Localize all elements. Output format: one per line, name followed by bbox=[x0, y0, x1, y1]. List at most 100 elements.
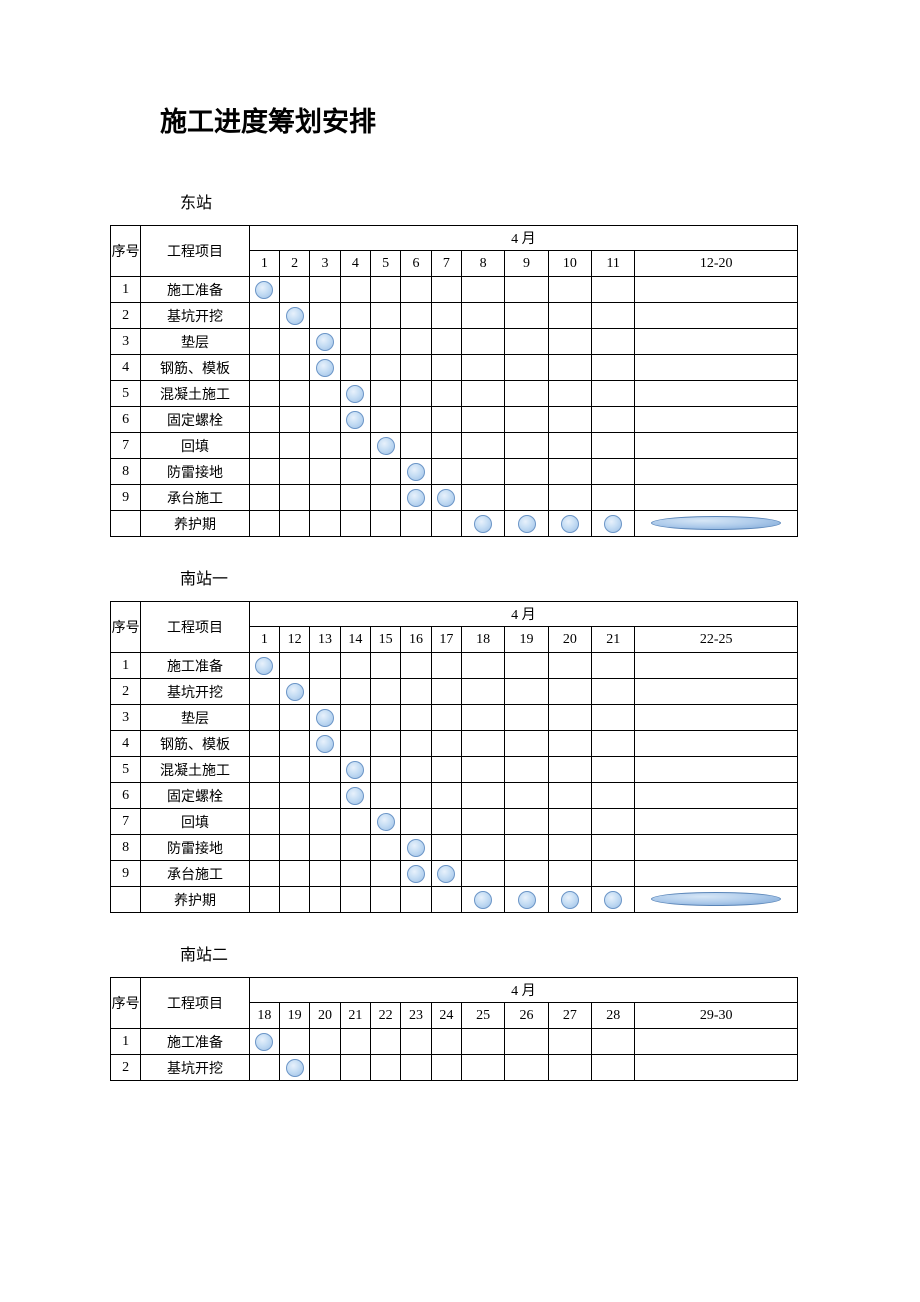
cell-project: 承台施工 bbox=[141, 485, 249, 511]
table-row: 养护期 bbox=[111, 511, 798, 537]
cell-day bbox=[310, 705, 340, 731]
cell-day bbox=[280, 329, 310, 355]
cell-day bbox=[340, 653, 370, 679]
header-day: 2 bbox=[280, 251, 310, 277]
cell-day bbox=[592, 277, 635, 303]
gantt-dot-icon bbox=[346, 787, 364, 805]
header-day: 17 bbox=[431, 627, 461, 653]
cell-day bbox=[635, 485, 798, 511]
header-month: 4 月 bbox=[249, 978, 797, 1003]
cell-day bbox=[461, 679, 504, 705]
cell-day bbox=[371, 407, 401, 433]
cell-day bbox=[431, 277, 461, 303]
table-row: 5混凝土施工 bbox=[111, 757, 798, 783]
cell-day bbox=[340, 407, 370, 433]
cell-day bbox=[548, 277, 591, 303]
cell-day bbox=[371, 433, 401, 459]
cell-day bbox=[280, 887, 310, 913]
cell-day bbox=[635, 757, 798, 783]
header-month: 4 月 bbox=[249, 602, 797, 627]
cell-project: 基坑开挖 bbox=[141, 1055, 249, 1081]
header-day: 22-25 bbox=[635, 627, 798, 653]
cell-day bbox=[431, 381, 461, 407]
cell-seq: 7 bbox=[111, 433, 141, 459]
cell-day bbox=[635, 459, 798, 485]
gantt-dot-icon bbox=[437, 865, 455, 883]
section-label: 东站 bbox=[180, 189, 810, 213]
cell-day bbox=[340, 303, 370, 329]
cell-day bbox=[249, 783, 279, 809]
header-project: 工程项目 bbox=[141, 226, 249, 277]
cell-seq: 6 bbox=[111, 783, 141, 809]
cell-project: 固定螺栓 bbox=[141, 783, 249, 809]
cell-day bbox=[505, 783, 548, 809]
cell-day bbox=[592, 861, 635, 887]
gantt-dot-icon bbox=[518, 891, 536, 909]
cell-project: 钢筋、模板 bbox=[141, 731, 249, 757]
gantt-dot-icon bbox=[286, 1059, 304, 1077]
cell-day bbox=[635, 511, 798, 537]
header-day: 15 bbox=[371, 627, 401, 653]
table-row: 1施工准备 bbox=[111, 1029, 798, 1055]
cell-day bbox=[635, 277, 798, 303]
cell-day bbox=[592, 355, 635, 381]
cell-day bbox=[249, 433, 279, 459]
cell-day bbox=[310, 459, 340, 485]
cell-day bbox=[461, 731, 504, 757]
cell-day bbox=[371, 705, 401, 731]
cell-day bbox=[461, 783, 504, 809]
cell-day bbox=[431, 653, 461, 679]
table-row: 7回填 bbox=[111, 809, 798, 835]
header-day: 27 bbox=[548, 1003, 591, 1029]
header-day: 12-20 bbox=[635, 251, 798, 277]
cell-day bbox=[461, 835, 504, 861]
cell-day bbox=[592, 511, 635, 537]
header-day: 9 bbox=[505, 251, 548, 277]
header-day: 18 bbox=[249, 1003, 279, 1029]
cell-day bbox=[592, 1029, 635, 1055]
header-day: 18 bbox=[461, 627, 504, 653]
cell-day bbox=[505, 861, 548, 887]
gantt-dot-icon bbox=[474, 891, 492, 909]
cell-day bbox=[401, 887, 431, 913]
cell-day bbox=[461, 705, 504, 731]
table-row: 3垫层 bbox=[111, 705, 798, 731]
header-day: 12 bbox=[280, 627, 310, 653]
cell-project: 基坑开挖 bbox=[141, 679, 249, 705]
cell-day bbox=[310, 679, 340, 705]
cell-day bbox=[310, 1029, 340, 1055]
cell-day bbox=[249, 1029, 279, 1055]
table-row: 2基坑开挖 bbox=[111, 679, 798, 705]
table-row: 2基坑开挖 bbox=[111, 303, 798, 329]
gantt-dot-icon bbox=[474, 515, 492, 533]
gantt-dot-icon bbox=[255, 1033, 273, 1051]
table-row: 8防雷接地 bbox=[111, 459, 798, 485]
cell-project: 钢筋、模板 bbox=[141, 355, 249, 381]
cell-day bbox=[635, 705, 798, 731]
cell-day bbox=[461, 355, 504, 381]
header-day: 6 bbox=[401, 251, 431, 277]
cell-day bbox=[310, 757, 340, 783]
gantt-dot-icon bbox=[561, 891, 579, 909]
header-day: 5 bbox=[371, 251, 401, 277]
cell-day bbox=[371, 459, 401, 485]
cell-day bbox=[548, 757, 591, 783]
cell-day bbox=[310, 485, 340, 511]
cell-day bbox=[280, 407, 310, 433]
cell-day bbox=[280, 835, 310, 861]
cell-day bbox=[401, 783, 431, 809]
cell-seq: 1 bbox=[111, 653, 141, 679]
cell-day bbox=[505, 511, 548, 537]
cell-day bbox=[371, 277, 401, 303]
cell-day bbox=[280, 1055, 310, 1081]
cell-day bbox=[371, 757, 401, 783]
cell-day bbox=[635, 835, 798, 861]
cell-day bbox=[340, 887, 370, 913]
header-day: 1 bbox=[249, 251, 279, 277]
cell-day bbox=[461, 433, 504, 459]
table-row: 1施工准备 bbox=[111, 277, 798, 303]
cell-day bbox=[635, 407, 798, 433]
table-row: 4钢筋、模板 bbox=[111, 355, 798, 381]
cell-seq bbox=[111, 887, 141, 913]
table-row: 5混凝土施工 bbox=[111, 381, 798, 407]
